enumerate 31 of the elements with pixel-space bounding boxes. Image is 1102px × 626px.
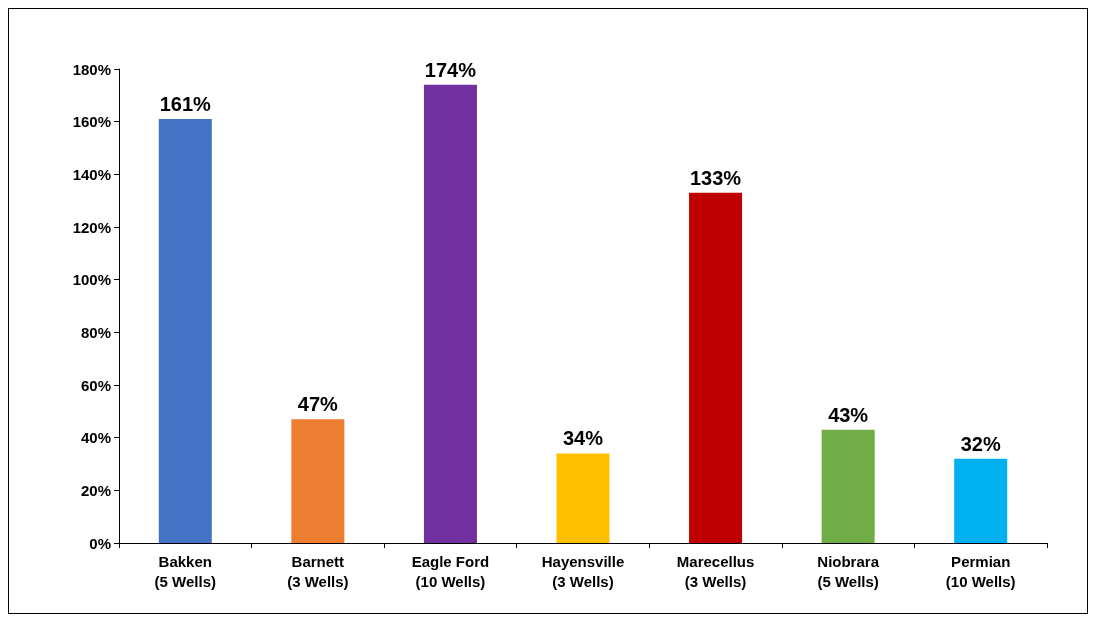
x-tick-label: Hayensville (3 Wells) [541, 552, 625, 590]
data-label: 47% [297, 393, 339, 416]
bar [821, 429, 875, 543]
x-tick-label: Bakken (5 Wells) [154, 552, 216, 590]
data-label: 32% [960, 432, 1001, 455]
y-tick-label: 180% [72, 60, 111, 78]
data-label: 133% [689, 166, 742, 189]
bar [556, 453, 610, 543]
bar [423, 84, 477, 543]
bar [158, 119, 212, 543]
data-label: 34% [562, 427, 604, 450]
bar [291, 419, 345, 543]
bar [689, 192, 743, 543]
y-tick-label: 140% [72, 165, 111, 183]
bar [954, 458, 1008, 543]
x-tick-label: Eagle Ford (10 Wells) [411, 552, 490, 590]
data-label: 174% [424, 58, 477, 81]
x-tick-label: Niobrara (5 Wells) [817, 552, 880, 590]
y-tick-label: 80% [80, 323, 111, 341]
y-tick-label: 0% [89, 534, 111, 552]
x-tick-label: Permian (10 Wells) [945, 552, 1016, 590]
y-tick-label: 20% [80, 481, 111, 499]
y-tick-label: 60% [80, 376, 111, 394]
y-tick-label: 120% [72, 218, 111, 236]
data-label: 43% [828, 403, 869, 426]
y-tick-label: 160% [72, 113, 111, 131]
y-tick-label: 40% [80, 429, 111, 447]
x-tick-label: Marecellus (3 Wells) [676, 552, 755, 590]
x-tick-label: Barnett (3 Wells) [287, 552, 349, 590]
y-tick-label: 100% [72, 271, 111, 289]
data-label: 161% [159, 93, 212, 116]
